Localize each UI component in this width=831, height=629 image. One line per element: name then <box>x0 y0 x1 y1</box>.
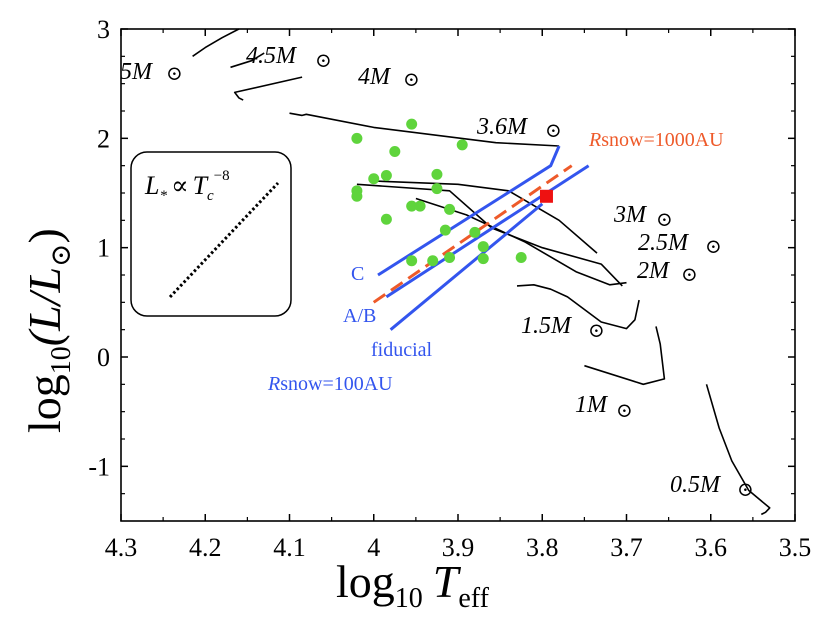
sun-symbol: ⊙ <box>403 69 420 91</box>
inset-slope-line <box>168 181 280 299</box>
x-tick-label: 4.2 <box>189 533 222 562</box>
data-points-layer <box>351 118 553 267</box>
y-tick-label: 3 <box>97 15 110 44</box>
sun-symbol: ⊙ <box>545 120 562 142</box>
star-point <box>351 132 363 144</box>
evolution-track-1 <box>230 52 265 69</box>
x-tick-label: 3.9 <box>442 533 475 562</box>
y-tick-label: 1 <box>97 234 110 263</box>
label-fiducial: fiducial <box>371 339 433 361</box>
x-tick-label: 4.3 <box>105 533 138 562</box>
evolution-track-0 <box>192 28 240 57</box>
star-point <box>380 213 392 225</box>
evolution-track-2 <box>233 76 303 101</box>
star-point <box>444 203 456 215</box>
mass-label-45: 4.5M <box>246 43 298 69</box>
evolution-track-6 <box>415 197 627 286</box>
evolution-track-7 <box>516 283 640 330</box>
sun-symbol: ⊙ <box>656 209 673 231</box>
star-point <box>406 118 418 130</box>
mass-labels: 5M ⊙ 4.5M ⊙ 4M ⊙ 3.6M ⊙ 3M ⊙ 2.5M ⊙ 2M ⊙… <box>120 43 754 501</box>
sun-symbol: ⊙ <box>681 264 698 286</box>
y-tick-label: 2 <box>97 124 110 153</box>
star-point <box>414 200 426 212</box>
evolution-track-3 <box>289 112 560 147</box>
special-point-square <box>539 189 553 203</box>
sun-symbol: ⊙ <box>616 400 633 422</box>
y-tick-label: -1 <box>88 452 110 481</box>
x-axis-label: log10 Teff <box>336 556 490 614</box>
line-labels: C A/B fiducial Rsnow=100AU Rsnow=1000AU <box>267 129 724 395</box>
x-tick-label: 4.1 <box>273 533 306 562</box>
inset-legend: L* ∝ Tc−8 <box>130 151 292 317</box>
star-point <box>515 252 527 264</box>
sun-symbol: ⊙ <box>737 479 754 501</box>
label-rsnow-100: Rsnow=100AU <box>267 373 393 395</box>
star-point <box>406 255 418 267</box>
star-point <box>431 168 443 180</box>
evolution-track-9 <box>705 384 771 516</box>
mass-label-2: 2M <box>637 258 671 284</box>
mass-label-25: 2.5M <box>638 230 690 256</box>
star-point <box>456 139 468 151</box>
mass-label-3: 3M <box>613 202 648 228</box>
star-point <box>444 252 456 264</box>
threshold-lines-layer <box>372 145 590 331</box>
inset-formula: L* ∝ Tc−8 <box>144 168 230 204</box>
star-point <box>469 226 481 238</box>
star-point <box>368 173 380 185</box>
threshold-line-c <box>377 145 561 277</box>
x-tick-label: 3.6 <box>695 533 728 562</box>
star-point <box>380 170 392 182</box>
sun-symbol: ⊙ <box>166 63 183 85</box>
star-point <box>439 224 451 236</box>
x-tick-label: 3.5 <box>779 533 812 562</box>
sun-symbol: ⊙ <box>705 236 722 258</box>
mass-label-1: 1M <box>575 392 609 418</box>
mass-label-05: 0.5M <box>670 472 722 498</box>
star-point <box>389 145 401 157</box>
star-point <box>427 255 439 267</box>
x-tick-label: 4 <box>367 533 380 562</box>
x-tick-label: 3.8 <box>526 533 559 562</box>
threshold-line-rsnow100 <box>389 202 544 331</box>
sun-symbol: ⊙ <box>588 320 605 342</box>
label-rsnow-1000: Rsnow=1000AU <box>588 129 724 151</box>
mass-label-4: 4M <box>358 64 392 90</box>
inset-frame <box>130 151 292 317</box>
axis-ticks: 4.3 4.2 4.1 4 3.9 3.8 3.7 3.6 3.5 -1 0 1 2 3 <box>88 15 811 562</box>
x-tick-label: 3.7 <box>610 533 643 562</box>
y-tick-label: 0 <box>97 343 110 372</box>
star-point <box>351 190 363 202</box>
label-c: C <box>351 263 364 285</box>
star-point <box>477 241 489 253</box>
star-point <box>477 253 489 265</box>
star-point <box>431 183 443 195</box>
star-point <box>406 200 418 212</box>
label-ab: A/B <box>343 305 376 327</box>
mass-label-36: 3.6M <box>476 114 529 140</box>
y-axis-label: log10(L/L⊙) <box>19 228 77 433</box>
threshold-line-ab <box>385 164 590 299</box>
threshold-line-fiducial <box>372 164 573 304</box>
evolution-track-8 <box>584 326 666 386</box>
sun-symbol: ⊙ <box>315 50 332 72</box>
mass-label-5: 5M <box>120 59 154 85</box>
mass-label-15: 1.5M <box>521 313 573 339</box>
